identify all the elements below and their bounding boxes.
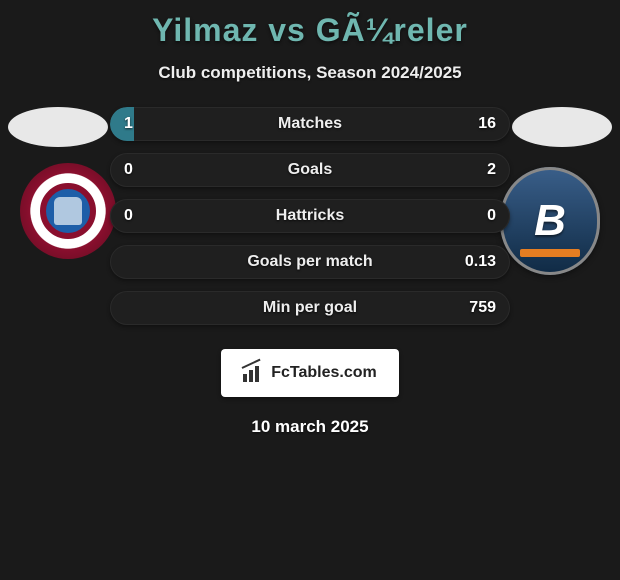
stat-value-right: 2 bbox=[487, 161, 496, 179]
player2-name: GÃ¼reler bbox=[316, 12, 468, 48]
stat-label: Matches bbox=[278, 115, 342, 133]
stat-row: 0 0 Hattricks bbox=[110, 199, 510, 233]
player2-avatar-placeholder bbox=[512, 107, 612, 147]
brand-box[interactable]: FcTables.com bbox=[221, 349, 399, 397]
stats-area: B 1 16 Matches 0 2 Goals 0 0 Hattricks 0.13 Goals … bbox=[0, 107, 620, 437]
stat-value-left: 1 bbox=[124, 115, 133, 133]
stat-value-right: 759 bbox=[469, 299, 496, 317]
stat-label: Goals bbox=[288, 161, 332, 179]
stat-row: 0 2 Goals bbox=[110, 153, 510, 187]
stat-value-right: 0.13 bbox=[465, 253, 496, 271]
player1-club-badge bbox=[20, 163, 116, 259]
stat-value-right: 0 bbox=[487, 207, 496, 225]
bar-chart-icon bbox=[243, 364, 265, 382]
player1-name: Yilmaz bbox=[152, 12, 258, 48]
stat-label: Min per goal bbox=[263, 299, 357, 317]
subtitle: Club competitions, Season 2024/2025 bbox=[0, 63, 620, 83]
stat-row: 0.13 Goals per match bbox=[110, 245, 510, 279]
stat-value-left: 0 bbox=[124, 207, 133, 225]
basaksehir-crest-icon: B bbox=[534, 196, 566, 246]
stat-label: Hattricks bbox=[276, 207, 344, 225]
stat-row: 1 16 Matches bbox=[110, 107, 510, 141]
vs-text: vs bbox=[268, 12, 306, 48]
stat-row: 759 Min per goal bbox=[110, 291, 510, 325]
stat-value-right: 16 bbox=[478, 115, 496, 133]
player1-avatar-placeholder bbox=[8, 107, 108, 147]
date-text: 10 march 2025 bbox=[110, 417, 510, 437]
brand-text: FcTables.com bbox=[271, 364, 377, 382]
player2-club-badge: B bbox=[500, 167, 600, 275]
comparison-title: Yilmaz vs GÃ¼reler bbox=[0, 0, 620, 49]
trabzonspor-crest-icon bbox=[40, 183, 96, 239]
stat-label: Goals per match bbox=[247, 253, 372, 271]
stat-value-left: 0 bbox=[124, 161, 133, 179]
